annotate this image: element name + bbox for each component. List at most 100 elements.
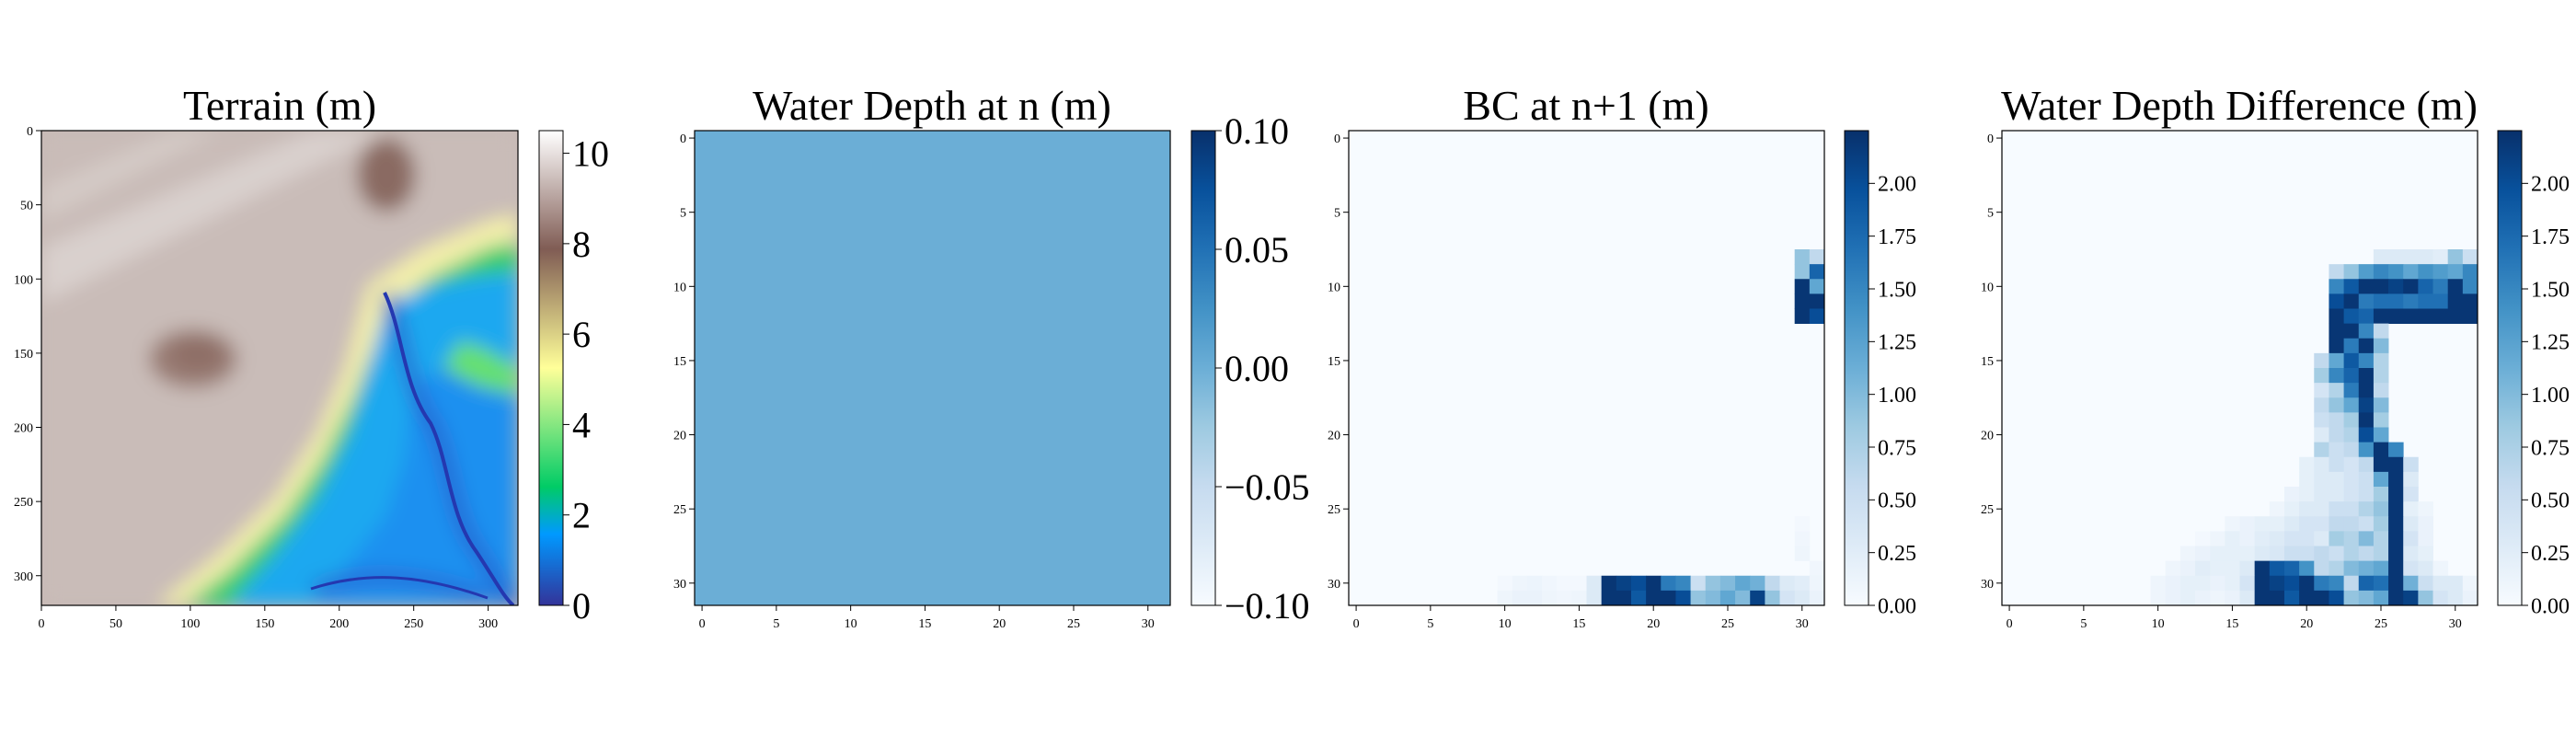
- heatmap-cell: [2388, 531, 2404, 546]
- colorbar-tick-label: 1.00: [1878, 384, 1916, 408]
- heatmap-cell: [2358, 338, 2375, 354]
- heatmap-cell: [2403, 560, 2419, 577]
- heatmap-cell: [1557, 590, 1572, 606]
- heatmap-cell: [2343, 560, 2360, 577]
- heatmap-cell: [2343, 516, 2360, 532]
- heatmap-cell: [2388, 590, 2404, 606]
- x-tick-label: 10: [2152, 617, 2165, 631]
- heatmap-cell: [1675, 575, 1691, 592]
- heatmap-cell: [2329, 338, 2344, 354]
- x-tick-label: 15: [2225, 617, 2238, 631]
- y-tick-label: 0: [680, 132, 686, 146]
- heatmap-cell: [1779, 590, 1796, 606]
- heatmap-cell: [2329, 412, 2344, 428]
- heatmap-cell: [2239, 590, 2256, 606]
- y-tick-label: 5: [1334, 207, 1340, 221]
- heatmap-cell: [2462, 575, 2478, 592]
- heatmap-cell: [2329, 471, 2344, 488]
- heatmap-cell: [1557, 575, 1572, 592]
- heatmap-cell: [2373, 546, 2389, 562]
- colorbar: 2.00 1.75 1.50 1.25 1.00 0.75 0.50 0.25 0.00: [2497, 130, 2570, 618]
- heatmap-cell: [2329, 397, 2344, 413]
- heatmap-cell: [2358, 412, 2375, 428]
- heatmap-cell: [2373, 279, 2389, 294]
- plot-frame: [2001, 130, 2478, 606]
- heatmap-cell: [2388, 487, 2404, 502]
- heatmap-cell: [2239, 516, 2256, 532]
- heatmap-cell: [2358, 397, 2375, 413]
- colorbar-tick-label: 0.10: [1225, 110, 1289, 152]
- heatmap-cell: [1616, 575, 1632, 592]
- heatmap-cell: [2403, 279, 2419, 294]
- heatmap-cell: [2403, 456, 2419, 473]
- heatmap-cell: [2388, 456, 2404, 473]
- heatmap-cell: [2314, 531, 2329, 546]
- heatmap-cell: [2358, 531, 2375, 546]
- colorbar-tick-label: 1.00: [2531, 384, 2570, 408]
- heatmap-cell: [2210, 546, 2225, 562]
- x-tick-label: 30: [1142, 617, 1155, 631]
- heatmap-cell: [2358, 308, 2375, 325]
- heatmap-cell: [2329, 383, 2344, 398]
- colorbar-tick-label: −0.05: [1225, 466, 1310, 508]
- heatmap-cell: [2418, 546, 2433, 562]
- plot-frame: [1348, 130, 1825, 606]
- heatmap-cell: [2343, 575, 2360, 592]
- heatmap-cell: [2358, 293, 2375, 309]
- heatmap-cell: [1690, 590, 1707, 606]
- heatmap-cell: [2403, 590, 2419, 606]
- colorbar-ticks: 0 2 4 6 8 10: [563, 133, 609, 627]
- heatmap-cell: [2343, 368, 2360, 384]
- heatmap-cell: [1779, 575, 1796, 592]
- panel-title: BC at n+1 (m): [1463, 82, 1708, 129]
- x-tick-label: 100: [180, 617, 200, 631]
- colorbar-tick-label: 8: [572, 224, 591, 265]
- heatmap-cell: [2388, 546, 2404, 562]
- heatmap-cell: [2432, 249, 2449, 265]
- heatmap-cell: [1809, 308, 1825, 325]
- heatmap-cell: [2432, 293, 2449, 309]
- x-tick-label: 25: [1067, 617, 1080, 631]
- heatmap-cell: [2432, 264, 2449, 280]
- heatmap-cell: [2418, 531, 2433, 546]
- heatmap-cell: [2358, 560, 2375, 577]
- heatmap-cell: [2358, 264, 2375, 280]
- heatmap-cell: [2418, 560, 2433, 577]
- heatmap-cell: [2314, 590, 2329, 606]
- heatmap-cell: [2373, 456, 2389, 473]
- y-tick-label: 20: [673, 430, 686, 443]
- heatmap-cell: [1794, 249, 1811, 265]
- heatmap-cell: [2329, 531, 2344, 546]
- axis-ticks: 0 5 10 15 20 25 30 0 5 10 15 20 25 30: [1328, 132, 1809, 631]
- heatmap-cell: [2165, 575, 2181, 592]
- heatmap-cell: [2358, 487, 2375, 502]
- heatmap-cell: [2403, 516, 2419, 532]
- heatmap-cell: [2179, 590, 2196, 606]
- heatmap-cell: [2314, 516, 2329, 532]
- y-tick-label: 0: [27, 125, 33, 139]
- heatmap-cell: [2329, 487, 2344, 502]
- heatmap-cell: [2358, 323, 2375, 339]
- heatmap-cell: [2447, 575, 2464, 592]
- heatmap-cell: [2269, 531, 2285, 546]
- heatmap-cell: [2283, 560, 2300, 577]
- heatmap-cell: [1809, 249, 1825, 265]
- heatmap-cell: [2358, 368, 2375, 384]
- colorbar-ticks: 0.10 0.05 0.00 −0.05 −0.10: [1215, 110, 1310, 627]
- heatmap-cell: [2388, 279, 2404, 294]
- heatmap-cell: [1586, 575, 1603, 592]
- colorbar-tick-label: 0.05: [1225, 229, 1289, 270]
- heatmap-cell: [2388, 501, 2404, 517]
- axis-ticks: 0 50 100 150 200 250 300 0 50 100 150 200 250 300: [14, 125, 498, 631]
- heatmap-cell: [2314, 501, 2329, 517]
- heatmap-cell: [2269, 501, 2285, 517]
- heatmap-cell: [2314, 471, 2329, 488]
- x-tick-label: 300: [478, 617, 498, 631]
- heatmap-cell: [2239, 546, 2256, 562]
- heatmap-cell: [2432, 560, 2449, 577]
- heatmap-cell: [2388, 442, 2404, 458]
- heatmap-cell: [2254, 575, 2271, 592]
- heatmap-cell: [2388, 264, 2404, 280]
- heatmap-cell: [2343, 427, 2360, 443]
- heatmap-cell: [2388, 516, 2404, 532]
